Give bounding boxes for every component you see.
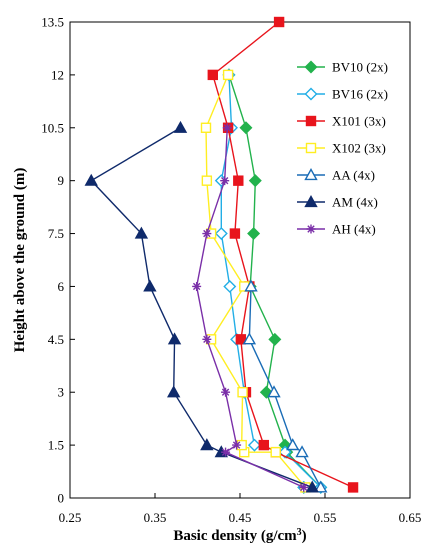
y-tick-label: 1.5 — [48, 438, 64, 453]
data-point — [268, 332, 282, 346]
series-3 — [200, 69, 311, 493]
y-tick-label: 7.5 — [48, 226, 64, 241]
x-tick-label: 0.35 — [144, 510, 167, 525]
data-point — [244, 279, 258, 292]
data-point — [295, 445, 309, 458]
legend-label: BV16 (2x) — [332, 87, 388, 102]
legend-label: BV10 (2x) — [332, 60, 388, 75]
y-tick-label: 10.5 — [41, 120, 64, 135]
x-tick-label: 0.55 — [314, 510, 337, 525]
x-tick-label: 0.65 — [399, 510, 422, 525]
data-point — [247, 438, 261, 452]
legend-item: X102 (3x) — [297, 141, 386, 156]
series-line — [220, 74, 323, 489]
legend-item: AH (4x) — [297, 222, 376, 237]
data-point — [229, 228, 241, 239]
legend-label: AM (4x) — [332, 195, 378, 210]
legend-label: AA (4x) — [332, 168, 375, 183]
data-point — [242, 332, 257, 345]
series-line — [228, 74, 323, 489]
legend-item: X101 (3x) — [297, 114, 386, 129]
data-point — [235, 334, 247, 345]
data-point — [232, 440, 242, 450]
y-tick-label: 0 — [58, 491, 65, 506]
data-point — [267, 385, 281, 398]
y-tick-label: 13.5 — [41, 15, 64, 30]
y-tick-label: 4.5 — [48, 332, 64, 347]
y-tick-label: 12 — [51, 67, 64, 82]
legend: BV10 (2x) BV16 (2x) X101 (3x) X102 (3x) AA (… — [297, 60, 388, 237]
series-line — [248, 286, 322, 488]
data-point — [207, 69, 219, 81]
data-point — [222, 69, 234, 81]
series-4 — [242, 279, 328, 493]
axes-layer: 0 1.5 3 4.5 6 7.5 9 10.5 12 13.5 0.25 0.35 0.45 0.55 0… — [41, 15, 421, 526]
legend-item: AM (4x) — [297, 195, 378, 210]
data-point — [167, 385, 181, 398]
x-tick-label: 0.25 — [59, 510, 82, 525]
data-point — [247, 227, 261, 241]
data-point — [239, 121, 253, 135]
data-point — [202, 229, 212, 239]
y-tick-label: 6 — [58, 279, 65, 294]
y-axis-title: Height above the ground (m) — [12, 168, 28, 353]
data-point — [237, 387, 248, 398]
data-point — [220, 176, 230, 186]
legend-label: X101 (3x) — [332, 114, 386, 129]
legend-label: X102 (3x) — [332, 141, 386, 156]
data-point — [173, 120, 188, 133]
legend-marker — [305, 115, 317, 127]
data-point — [222, 123, 232, 133]
legend-marker — [304, 60, 318, 74]
data-point — [84, 173, 98, 186]
legend-marker — [304, 168, 318, 181]
x-tick-label: 0.45 — [229, 510, 252, 525]
legend-marker — [304, 87, 318, 101]
legend-label: AH (4x) — [332, 222, 376, 237]
data-point — [221, 447, 231, 457]
data-point — [299, 482, 309, 492]
data-point — [134, 226, 149, 239]
legend-item: BV10 (2x) — [297, 60, 388, 75]
series-6 — [192, 123, 309, 492]
data-point — [258, 439, 269, 451]
data-point — [314, 480, 328, 493]
y-tick-label: 3 — [58, 385, 65, 400]
series-0 — [222, 68, 328, 494]
data-point — [200, 122, 212, 133]
series-line — [205, 74, 306, 488]
data-point — [248, 174, 262, 188]
series-5 — [84, 120, 319, 493]
data-point — [286, 438, 300, 451]
data-point — [192, 281, 202, 291]
series-layer — [84, 16, 359, 494]
y-tick-label: 9 — [58, 173, 65, 188]
data-point — [200, 438, 214, 451]
data-point — [201, 175, 213, 186]
data-point — [270, 446, 281, 458]
legend-item: BV16 (2x) — [297, 87, 388, 102]
data-point — [202, 334, 212, 344]
data-point — [305, 480, 319, 493]
data-point — [223, 279, 237, 293]
data-point — [273, 16, 285, 28]
data-point — [214, 227, 228, 241]
legend-marker — [306, 224, 316, 234]
legend-marker — [304, 195, 318, 208]
data-point — [221, 387, 231, 397]
data-point — [233, 175, 244, 186]
x-axis-title: Basic density (g/cm3) — [173, 527, 306, 545]
data-point — [167, 332, 182, 345]
legend-item: AA (4x) — [297, 168, 375, 183]
legend-marker — [305, 142, 317, 154]
data-point — [143, 279, 157, 292]
data-point — [347, 482, 359, 493]
